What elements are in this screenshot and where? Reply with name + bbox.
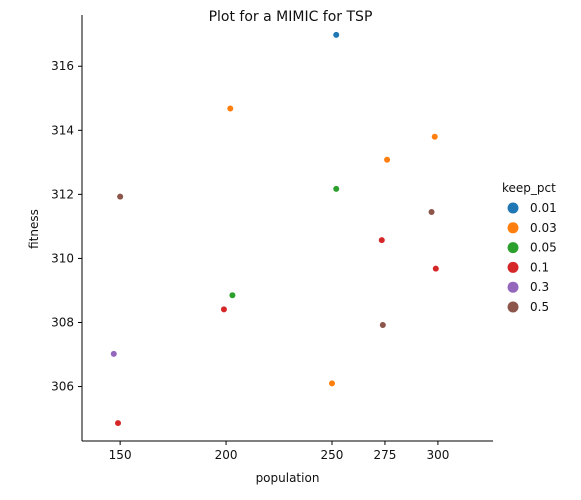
data-point <box>328 380 335 387</box>
legend-marker <box>507 281 519 293</box>
x-tick-label: 300 <box>426 448 449 462</box>
legend-marker <box>507 301 519 313</box>
legend-label: 0.01 <box>530 201 557 215</box>
data-point <box>110 350 117 357</box>
legend-marker <box>507 261 519 273</box>
legend-marker <box>507 202 519 214</box>
data-point <box>115 420 122 427</box>
legend-label: 0.05 <box>530 241 557 255</box>
y-tick-label: 308 <box>51 315 74 329</box>
y-tick-label: 306 <box>51 380 74 394</box>
legend-marker <box>507 222 519 234</box>
y-tick-label: 312 <box>51 187 74 201</box>
plot-area: 150 200 250 275 300 306 308 310 312 314 316 <box>51 15 493 462</box>
legend-label: 0.3 <box>530 280 549 294</box>
x-tick-label: 250 <box>321 448 344 462</box>
data-point <box>220 306 227 313</box>
data-point <box>379 322 386 329</box>
legend-label: 0.1 <box>530 260 549 274</box>
x-tick-label: 150 <box>109 448 132 462</box>
data-point <box>432 265 439 272</box>
x-tick-label: 200 <box>215 448 238 462</box>
legend-items: 0.01 0.03 0.05 0.1 0.3 0.5 <box>507 201 557 314</box>
x-tick-label: 275 <box>374 448 397 462</box>
legend-title: keep_pct <box>502 181 556 195</box>
data-point <box>428 208 435 215</box>
legend-marker <box>507 242 519 254</box>
data-point <box>333 31 340 38</box>
legend: keep_pct 0.01 0.03 0.05 0.1 0.3 0.5 <box>502 181 557 314</box>
data-point <box>378 237 385 244</box>
legend-label: 0.5 <box>530 300 549 314</box>
data-point <box>431 133 438 140</box>
data-point <box>117 193 124 200</box>
chart-title: Plot for a MIMIC for TSP <box>209 9 373 25</box>
y-tick-label: 310 <box>51 251 74 265</box>
data-point <box>227 105 234 112</box>
y-tick-label: 316 <box>51 59 74 73</box>
data-point <box>333 185 340 192</box>
data-point <box>229 292 236 299</box>
x-axis-label: population <box>256 471 320 485</box>
data-point <box>384 156 391 163</box>
y-tick-label: 314 <box>51 123 74 137</box>
legend-label: 0.03 <box>530 221 557 235</box>
y-axis-label: fitness <box>27 209 41 249</box>
